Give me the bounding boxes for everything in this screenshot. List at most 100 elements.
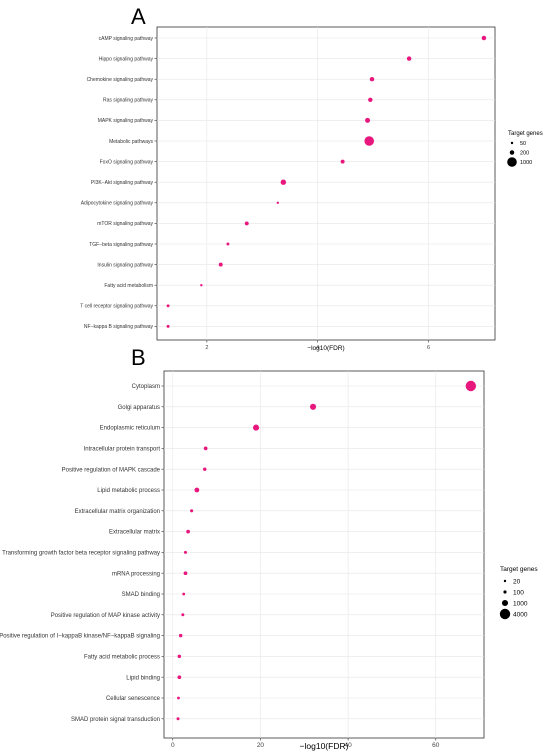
category-label: MAPK signaling pathway <box>98 118 154 124</box>
data-point <box>182 592 186 596</box>
category-label: Lipid binding <box>126 675 160 681</box>
data-point <box>276 201 279 204</box>
data-point <box>226 242 230 246</box>
data-point <box>340 159 345 164</box>
legend-size-key <box>510 141 514 145</box>
category-label: cAMP signaling pathway <box>99 36 154 42</box>
data-point <box>183 571 188 576</box>
category-label: Adipocytokine signaling pathway <box>81 201 154 207</box>
data-point <box>166 324 170 328</box>
x-tick-label: 0 <box>171 742 175 749</box>
category-label: Ras signaling pathway <box>103 98 154 104</box>
data-point <box>244 221 249 226</box>
panel-a-x-axis-title: −log10(FDR) <box>307 345 344 352</box>
category-label: Chemokine signaling pathway <box>87 77 154 83</box>
panel-b-x-axis: 0 20 40 60 <box>171 738 440 749</box>
legend-size-key <box>503 579 507 583</box>
category-label: Golgi apparatus <box>118 405 160 411</box>
data-point <box>177 675 182 680</box>
data-point <box>368 97 373 103</box>
data-point <box>369 76 375 82</box>
legend-size-label: 20 <box>513 578 521 585</box>
data-point <box>200 284 203 287</box>
category-label: Lipid metabolic process <box>97 488 160 494</box>
data-point <box>218 262 223 267</box>
category-label: Positive regulation of MAP kinase activi… <box>51 613 160 619</box>
category-label: NF−kappa B signaling pathway <box>84 324 154 330</box>
category-label: Extracellular matrix <box>109 530 160 536</box>
data-point <box>186 529 190 534</box>
category-label: Cytoplasm <box>132 384 160 390</box>
x-tick-label: 60 <box>432 742 440 749</box>
x-tick-label: 6 <box>427 345 430 351</box>
category-label: Intracellular protein transport <box>84 447 161 453</box>
category-label: Hippo signaling pathway <box>99 56 154 62</box>
panel-b-plot-area <box>163 370 485 739</box>
panel-a-x-axis: 2 4 6 <box>205 340 430 351</box>
data-point <box>181 613 185 617</box>
panel-b-y-axis: Cytoplasm Golgi apparatus Endoplasmic reti… <box>0 384 164 723</box>
data-point <box>176 717 180 721</box>
category-label: PI3K−Akt signaling pathway <box>91 180 154 186</box>
panel-b-size-legend: Target genes 20 100 1000 4000 <box>499 566 538 620</box>
legend-size-label: 50 <box>520 141 526 147</box>
x-tick-label: 2 <box>205 345 208 351</box>
legend-size-label: 100 <box>513 589 524 596</box>
category-label: Endoplasmic reticulum <box>100 426 160 432</box>
data-point <box>280 179 287 185</box>
panel-a-y-axis: cAMP signaling pathway Hippo signaling pa… <box>80 36 157 330</box>
panel-b-grid <box>164 371 484 738</box>
legend-size-key <box>501 599 509 607</box>
panel-b-points <box>176 380 477 721</box>
data-point <box>406 56 412 61</box>
panel-b: B Cytoplasm Golgi apparatus Endoplasmic re… <box>0 345 538 751</box>
category-label: Metabolic pathways <box>109 139 153 145</box>
panel-a-letter: A <box>131 4 146 29</box>
legend-size-label: 4000 <box>513 611 528 618</box>
data-point <box>465 380 477 392</box>
legend-size-key <box>507 157 517 167</box>
category-label: SMAD protein signal transduction <box>71 717 160 723</box>
panel-b-x-axis-title: −log10(FDR) <box>300 741 349 751</box>
x-tick-label: 40 <box>344 742 352 749</box>
legend-size-key <box>509 150 515 155</box>
category-label: Cellular senescence <box>106 696 161 702</box>
legend-size-label: 1000 <box>520 160 532 166</box>
data-point <box>177 654 182 659</box>
data-point <box>481 35 487 41</box>
legend-size-key <box>499 608 511 620</box>
data-point <box>183 550 187 554</box>
panel-b-letter: B <box>131 345 146 370</box>
legend-size-label: 200 <box>520 150 529 156</box>
panel-a-grid <box>157 27 495 340</box>
category-label: SMAD binding <box>122 592 160 598</box>
data-point <box>365 117 371 123</box>
panel-a-legend-title: Target genes <box>508 131 543 137</box>
legend-size-key <box>503 590 507 594</box>
panel-a-points <box>166 35 487 328</box>
data-point <box>177 696 180 700</box>
data-point <box>203 446 208 451</box>
category-label: T cell receptor signaling pathway <box>80 304 153 310</box>
category-label: Positive regulation of MAPK cascade <box>62 467 161 473</box>
category-label: Fatty acid metabolism <box>104 283 153 289</box>
x-tick-label: 20 <box>257 742 265 749</box>
data-point <box>364 136 375 146</box>
data-point <box>194 487 200 493</box>
x-tick-label: 4 <box>316 345 319 351</box>
panel-b-legend-title: Target genes <box>500 566 538 573</box>
category-label: mRNA processing <box>112 571 160 577</box>
data-point <box>190 509 194 513</box>
category-label: Fatty acid metabolic process <box>84 655 160 661</box>
data-point <box>166 304 170 308</box>
data-point <box>309 403 317 410</box>
category-label: TGF−beta signaling pathway <box>89 242 153 248</box>
category-label: Transforming growth factor beta receptor… <box>2 551 160 557</box>
panel-a: A cAMP signaling pathway Hippo signaling … <box>80 4 542 352</box>
panel-a-size-legend: Target genes 50 200 1000 <box>507 131 543 167</box>
category-label: FoxO signaling pathway <box>100 159 154 165</box>
category-label: Extracellular matrix organization <box>75 509 160 515</box>
data-point <box>253 424 260 431</box>
category-label: mTOR signaling pathway <box>97 221 153 227</box>
